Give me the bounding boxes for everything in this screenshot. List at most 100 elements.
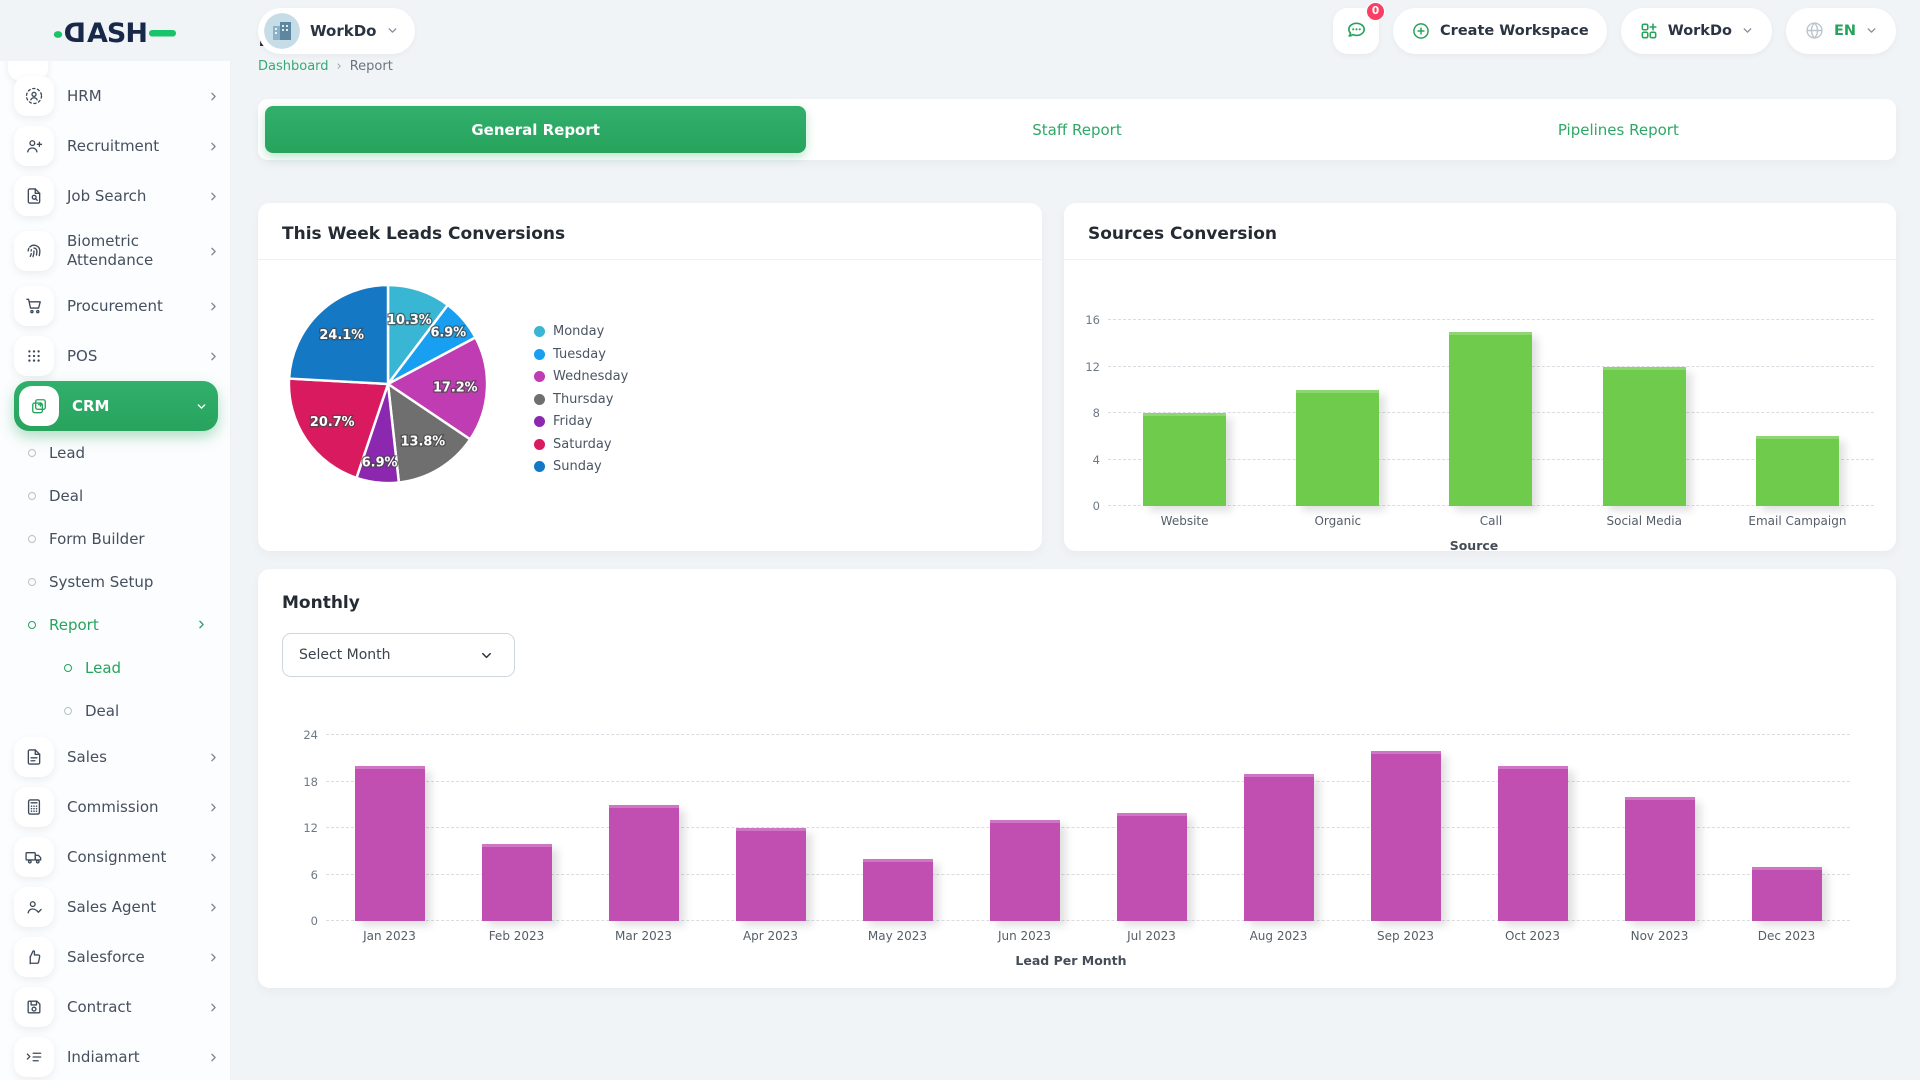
messages-button[interactable]: 0 — [1333, 1, 1386, 54]
sidebar-item-label: Form Builder — [49, 529, 145, 548]
sidebar-item-recruitment[interactable]: Recruitment — [14, 121, 220, 171]
sidebar-item-label: Procurement — [67, 296, 163, 315]
pie-slice-label: 6.9% — [362, 456, 398, 471]
sidebar-item-report[interactable]: Report — [14, 603, 220, 646]
x-tick-label: Social Media — [1606, 514, 1682, 528]
sidebar-item-system-setup[interactable]: System Setup — [14, 560, 220, 603]
crm-icon — [19, 386, 59, 426]
sidebar-item-label: Recruitment — [67, 136, 160, 155]
bar-social-media — [1602, 366, 1686, 506]
sidebar-item-sales[interactable]: Sales — [14, 732, 220, 782]
x-tick-label: Feb 2023 — [488, 929, 545, 943]
workspace-switcher[interactable]: WorkDo — [258, 7, 416, 54]
chat-icon — [1347, 22, 1365, 37]
sidebar-item-label: Lead — [85, 658, 122, 677]
tab-general-report[interactable]: General Report — [265, 106, 807, 153]
procurement-icon — [14, 286, 54, 326]
y-axis: 0 4 8 12 16 — [1074, 276, 1108, 513]
legend-label: Monday — [553, 324, 605, 339]
bar-jul-2023 — [1116, 812, 1187, 921]
x-tick-label: Organic — [1314, 514, 1362, 528]
sidebar-item-procurement[interactable]: Procurement — [14, 281, 220, 331]
sidebar-item-indiamart[interactable]: Indiamart — [14, 1032, 220, 1080]
main-content: Report Dashboard › Report General Report St… — [230, 0, 1920, 988]
pie-slice-label: 17.2% — [433, 380, 478, 395]
chevron-right-icon — [211, 853, 216, 861]
legend-item-saturday[interactable]: Saturday — [534, 437, 628, 452]
sidebar: HRM Recruitment Job Search Biometric Att… — [0, 61, 230, 1080]
sidebar-item-hrm[interactable]: HRM — [14, 71, 220, 121]
sidebar-item-deal[interactable]: Deal — [14, 474, 220, 517]
sidebar-item-contract[interactable]: Contract — [14, 982, 220, 1032]
legend-swatch-icon — [534, 461, 545, 472]
chevron-right-icon — [211, 1053, 216, 1061]
legend-label: Friday — [553, 414, 593, 429]
recruitment-icon — [14, 126, 54, 166]
legend-label: Tuesday — [553, 346, 606, 362]
workspace-avatar — [264, 12, 300, 49]
y-tick-label: 18 — [303, 774, 318, 789]
legend-item-friday[interactable]: Friday — [534, 414, 628, 429]
pie-slice-label: 24.1% — [319, 328, 364, 343]
x-tick-label: Jan 2023 — [363, 929, 416, 943]
legend-item-monday[interactable]: Monday — [534, 324, 628, 339]
x-axis: Website Organic Call Social Media Email Camp… — [1074, 514, 1874, 528]
sidebar-item-sales-agent[interactable]: Sales Agent — [14, 882, 220, 932]
sidebar-item-commission[interactable]: Commission — [14, 782, 220, 832]
y-tick-label: 0 — [1092, 499, 1100, 513]
sidebar-item-consignment[interactable]: Consignment — [14, 832, 220, 882]
legend-swatch-icon — [534, 348, 545, 360]
pie-slice-label: 20.7% — [310, 415, 355, 430]
legend-item-thursday[interactable]: Thursday — [534, 392, 628, 407]
y-tick-label: 24 — [303, 728, 318, 742]
sidebar-item-label: Lead — [49, 443, 86, 462]
legend-item-sunday[interactable]: Sunday — [534, 459, 628, 474]
x-tick-label: Jun 2023 — [997, 929, 1052, 943]
bullet-icon — [28, 620, 36, 629]
topbar: D ASH WorkDo 0 Cre — [0, 0, 1920, 61]
app-logo[interactable]: D ASH — [0, 13, 230, 49]
sidebar-item-form-builder[interactable]: Form Builder — [14, 517, 220, 560]
contract-icon — [14, 987, 54, 1027]
gridline — [326, 734, 1850, 735]
sidebar-item-lead[interactable]: Lead — [14, 431, 220, 474]
language-selector[interactable]: EN — [1785, 7, 1896, 54]
chevron-down-icon — [197, 403, 206, 409]
sidebar-item-job-search[interactable]: Job Search — [14, 171, 220, 221]
bullet-icon — [64, 663, 72, 672]
create-workspace-button[interactable]: Create Workspace — [1393, 7, 1607, 54]
pos-icon — [14, 336, 54, 376]
sidebar-item-crm[interactable]: CRM — [14, 381, 218, 431]
pie-slice-label: 13.8% — [401, 435, 446, 450]
breadcrumb-link[interactable]: Dashboard — [258, 59, 329, 74]
legend-item-wednesday[interactable]: Wednesday — [534, 369, 628, 384]
bullet-icon — [28, 491, 36, 500]
sidebar-item-pos[interactable]: POS — [14, 331, 220, 381]
messages-badge: 0 — [1366, 1, 1386, 21]
x-tick-label: Mar 2023 — [615, 929, 672, 943]
tab-staff-report[interactable]: Staff Report — [1032, 120, 1122, 139]
legend-swatch-icon — [534, 326, 545, 337]
commission-icon — [14, 787, 54, 827]
chevron-right-icon — [211, 92, 216, 100]
chevron-right-icon — [211, 753, 216, 761]
sidebar-item-label: Sales Agent — [67, 897, 157, 916]
svg-text:D: D — [64, 18, 86, 49]
sources-conversion-bar-chart: 0 4 8 12 16 Website Organic Call Social Media Em… — [1064, 260, 1896, 553]
pie-slice-label: 10.3% — [387, 313, 432, 328]
sidebar-item-deal[interactable]: Deal — [14, 689, 220, 732]
workdo-menu-button[interactable]: WorkDo — [1620, 7, 1772, 54]
bar-mar-2023 — [608, 804, 679, 921]
bar-oct-2023 — [1497, 766, 1568, 921]
x-axis-title: Lead Per Month — [1015, 953, 1127, 968]
sidebar-item-lead[interactable]: Lead — [14, 646, 220, 689]
sidebar-item-biometric-attendance[interactable]: Biometric Attendance — [14, 221, 220, 281]
tab-pipelines-report[interactable]: Pipelines Report — [1557, 120, 1679, 139]
monthly-leads-bar-chart: 0 6 12 18 24 Jan 2023 Feb 2023 Mar 2023 Apr 202… — [282, 697, 1872, 968]
legend-item-tuesday[interactable]: Tuesday — [534, 347, 628, 362]
month-select[interactable]: Select Month — [282, 633, 515, 677]
sidebar-item-salesforce[interactable]: Salesforce — [14, 932, 220, 982]
breadcrumb-separator: › — [336, 59, 342, 74]
gridline — [326, 920, 1850, 921]
sidebar-item-label: Indiamart — [67, 1047, 140, 1066]
